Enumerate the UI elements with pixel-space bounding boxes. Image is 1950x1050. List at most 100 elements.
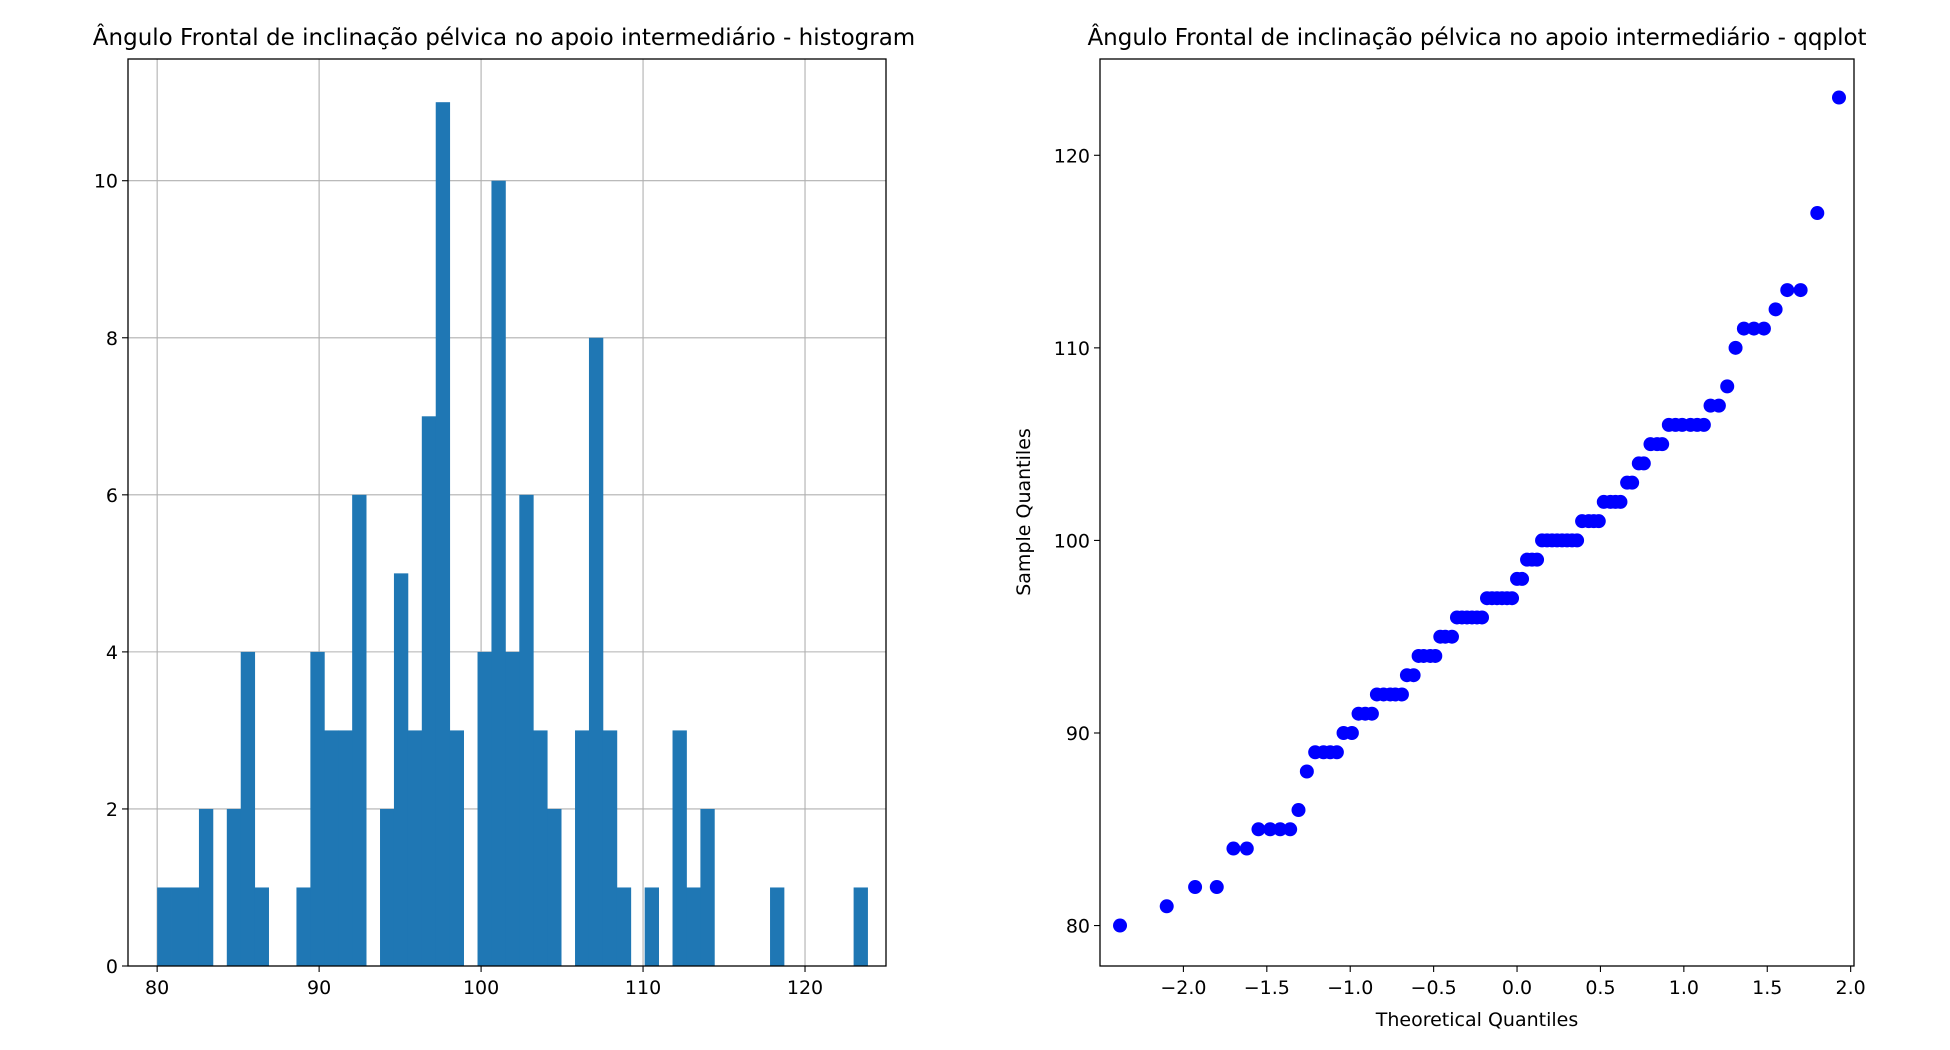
- histogram-bar: [449, 730, 464, 966]
- histogram-x-tick-label: 110: [625, 977, 661, 999]
- qqplot-point: [1113, 918, 1128, 933]
- qqplot-point: [1394, 687, 1409, 702]
- histogram-bar: [770, 887, 785, 966]
- histogram-bar: [198, 808, 214, 966]
- histogram-bar: [157, 887, 172, 966]
- qqplot-y-tick-label: 90: [1066, 723, 1090, 745]
- qqplot-x-tick-label: −1.5: [1244, 977, 1290, 999]
- histogram-bar: [352, 494, 367, 966]
- qqplot-point: [1505, 591, 1520, 606]
- qqplot-point: [1591, 514, 1606, 529]
- qqplot-point: [1831, 90, 1846, 105]
- histogram-bar: [602, 730, 618, 966]
- qqplot-x-tick-label: −1.0: [1327, 977, 1373, 999]
- qqplot-y-axis-label: Sample Quantiles: [1013, 428, 1035, 596]
- histogram-x-tick-label: 120: [787, 977, 823, 999]
- qqplot-point: [1756, 321, 1771, 336]
- histogram-bar: [700, 808, 715, 966]
- histogram-bar: [380, 808, 395, 966]
- qqplot-point: [1444, 629, 1459, 644]
- histogram-y-tick-label: 6: [106, 485, 118, 507]
- qqplot-point: [1299, 764, 1314, 779]
- qqplot-point: [1364, 706, 1379, 721]
- histogram-bar: [575, 730, 590, 966]
- qqplot-y-tick-label: 120: [1054, 145, 1090, 167]
- histogram-title: Ângulo Frontal de inclinação pélvica no …: [93, 23, 915, 51]
- histogram-bar: [324, 730, 339, 966]
- histogram-bar: [393, 573, 409, 966]
- histogram-bar: [421, 416, 437, 966]
- histogram-axes-frame: [127, 58, 887, 967]
- histogram-bar: [505, 651, 520, 966]
- histogram-x-ticks: 80 90 100 110 120: [145, 966, 823, 999]
- histogram-x-tick-label: 100: [463, 977, 499, 999]
- qqplot-points: [1113, 90, 1846, 933]
- qqplot-y-tick-label: 110: [1054, 338, 1090, 360]
- histogram-bar: [240, 651, 256, 966]
- histogram-bar: [616, 887, 632, 966]
- histogram-bar: [588, 337, 604, 966]
- qqplot-point: [1570, 533, 1585, 548]
- qqplot-panel: Ângulo Frontal de inclinação pélvica no …: [1013, 23, 1867, 1031]
- qqplot-point: [1251, 822, 1266, 837]
- histogram-y-tick-label: 2: [106, 799, 118, 821]
- histogram-bar: [407, 730, 423, 966]
- histogram-bar: [533, 730, 548, 966]
- qqplot-point: [1406, 668, 1421, 683]
- qqplot-x-tick-label: −0.5: [1411, 977, 1457, 999]
- qqplot-point: [1291, 803, 1306, 818]
- histogram-bar: [644, 887, 659, 966]
- qqplot-point: [1273, 822, 1288, 837]
- qqplot-point: [1720, 379, 1735, 394]
- qqplot-y-tick-label: 80: [1066, 916, 1090, 938]
- qqplot-point: [1696, 417, 1711, 432]
- histogram-y-tick-label: 4: [106, 642, 118, 664]
- qqplot-point: [1263, 822, 1278, 837]
- qqplot-point: [1655, 437, 1670, 452]
- qqplot-point: [1810, 206, 1825, 221]
- qqplot-point: [1475, 610, 1490, 625]
- histogram-bar: [310, 651, 325, 966]
- qqplot-point: [1283, 822, 1298, 837]
- qqplot-x-tick-label: 1.0: [1669, 977, 1699, 999]
- qqplot-point: [1768, 302, 1783, 317]
- histogram-bar: [477, 651, 492, 966]
- histogram-y-tick-label: 8: [106, 328, 118, 350]
- histogram-bar: [338, 730, 353, 966]
- qqplot-point: [1746, 321, 1761, 336]
- histogram-bar: [226, 808, 242, 966]
- qqplot-point: [1625, 475, 1640, 490]
- qqplot-point: [1239, 841, 1254, 856]
- qqplot-point: [1530, 552, 1545, 567]
- qqplot-x-tick-label: 2.0: [1836, 977, 1866, 999]
- qqplot-point: [1515, 571, 1530, 586]
- qqplot-title: Ângulo Frontal de inclinação pélvica no …: [1087, 23, 1866, 51]
- histogram-x-tick-label: 80: [145, 977, 169, 999]
- histogram-y-ticks: 0 2 4 6 8 10: [94, 171, 128, 978]
- histogram-y-tick-label: 0: [106, 956, 118, 978]
- histogram-bar: [254, 887, 269, 966]
- histogram-bar: [171, 887, 186, 966]
- histogram-bar: [435, 102, 451, 966]
- qqplot-point: [1226, 841, 1241, 856]
- qqplot-point: [1344, 725, 1359, 740]
- histogram-panel: Ângulo Frontal de inclinação pélvica no …: [93, 23, 915, 999]
- histogram-bar: [853, 887, 868, 966]
- qqplot-x-tick-label: 1.5: [1752, 977, 1782, 999]
- qqplot-point: [1188, 880, 1203, 895]
- qqplot-point: [1329, 745, 1344, 760]
- qqplot-point: [1613, 494, 1628, 509]
- histogram-bar: [672, 730, 687, 966]
- qqplot-point: [1793, 283, 1808, 298]
- qqplot-point: [1728, 340, 1743, 355]
- histogram-bar: [519, 494, 534, 966]
- qqplot-point: [1636, 456, 1651, 471]
- histogram-bar: [296, 887, 311, 966]
- qqplot-point: [1711, 398, 1726, 413]
- qqplot-x-tick-label: 0.0: [1502, 977, 1532, 999]
- qqplot-x-tick-label: −2.0: [1160, 977, 1206, 999]
- qqplot-point: [1736, 321, 1751, 336]
- qqplot-axes-frame: [1099, 58, 1855, 967]
- qqplot-x-tick-label: 0.5: [1585, 977, 1615, 999]
